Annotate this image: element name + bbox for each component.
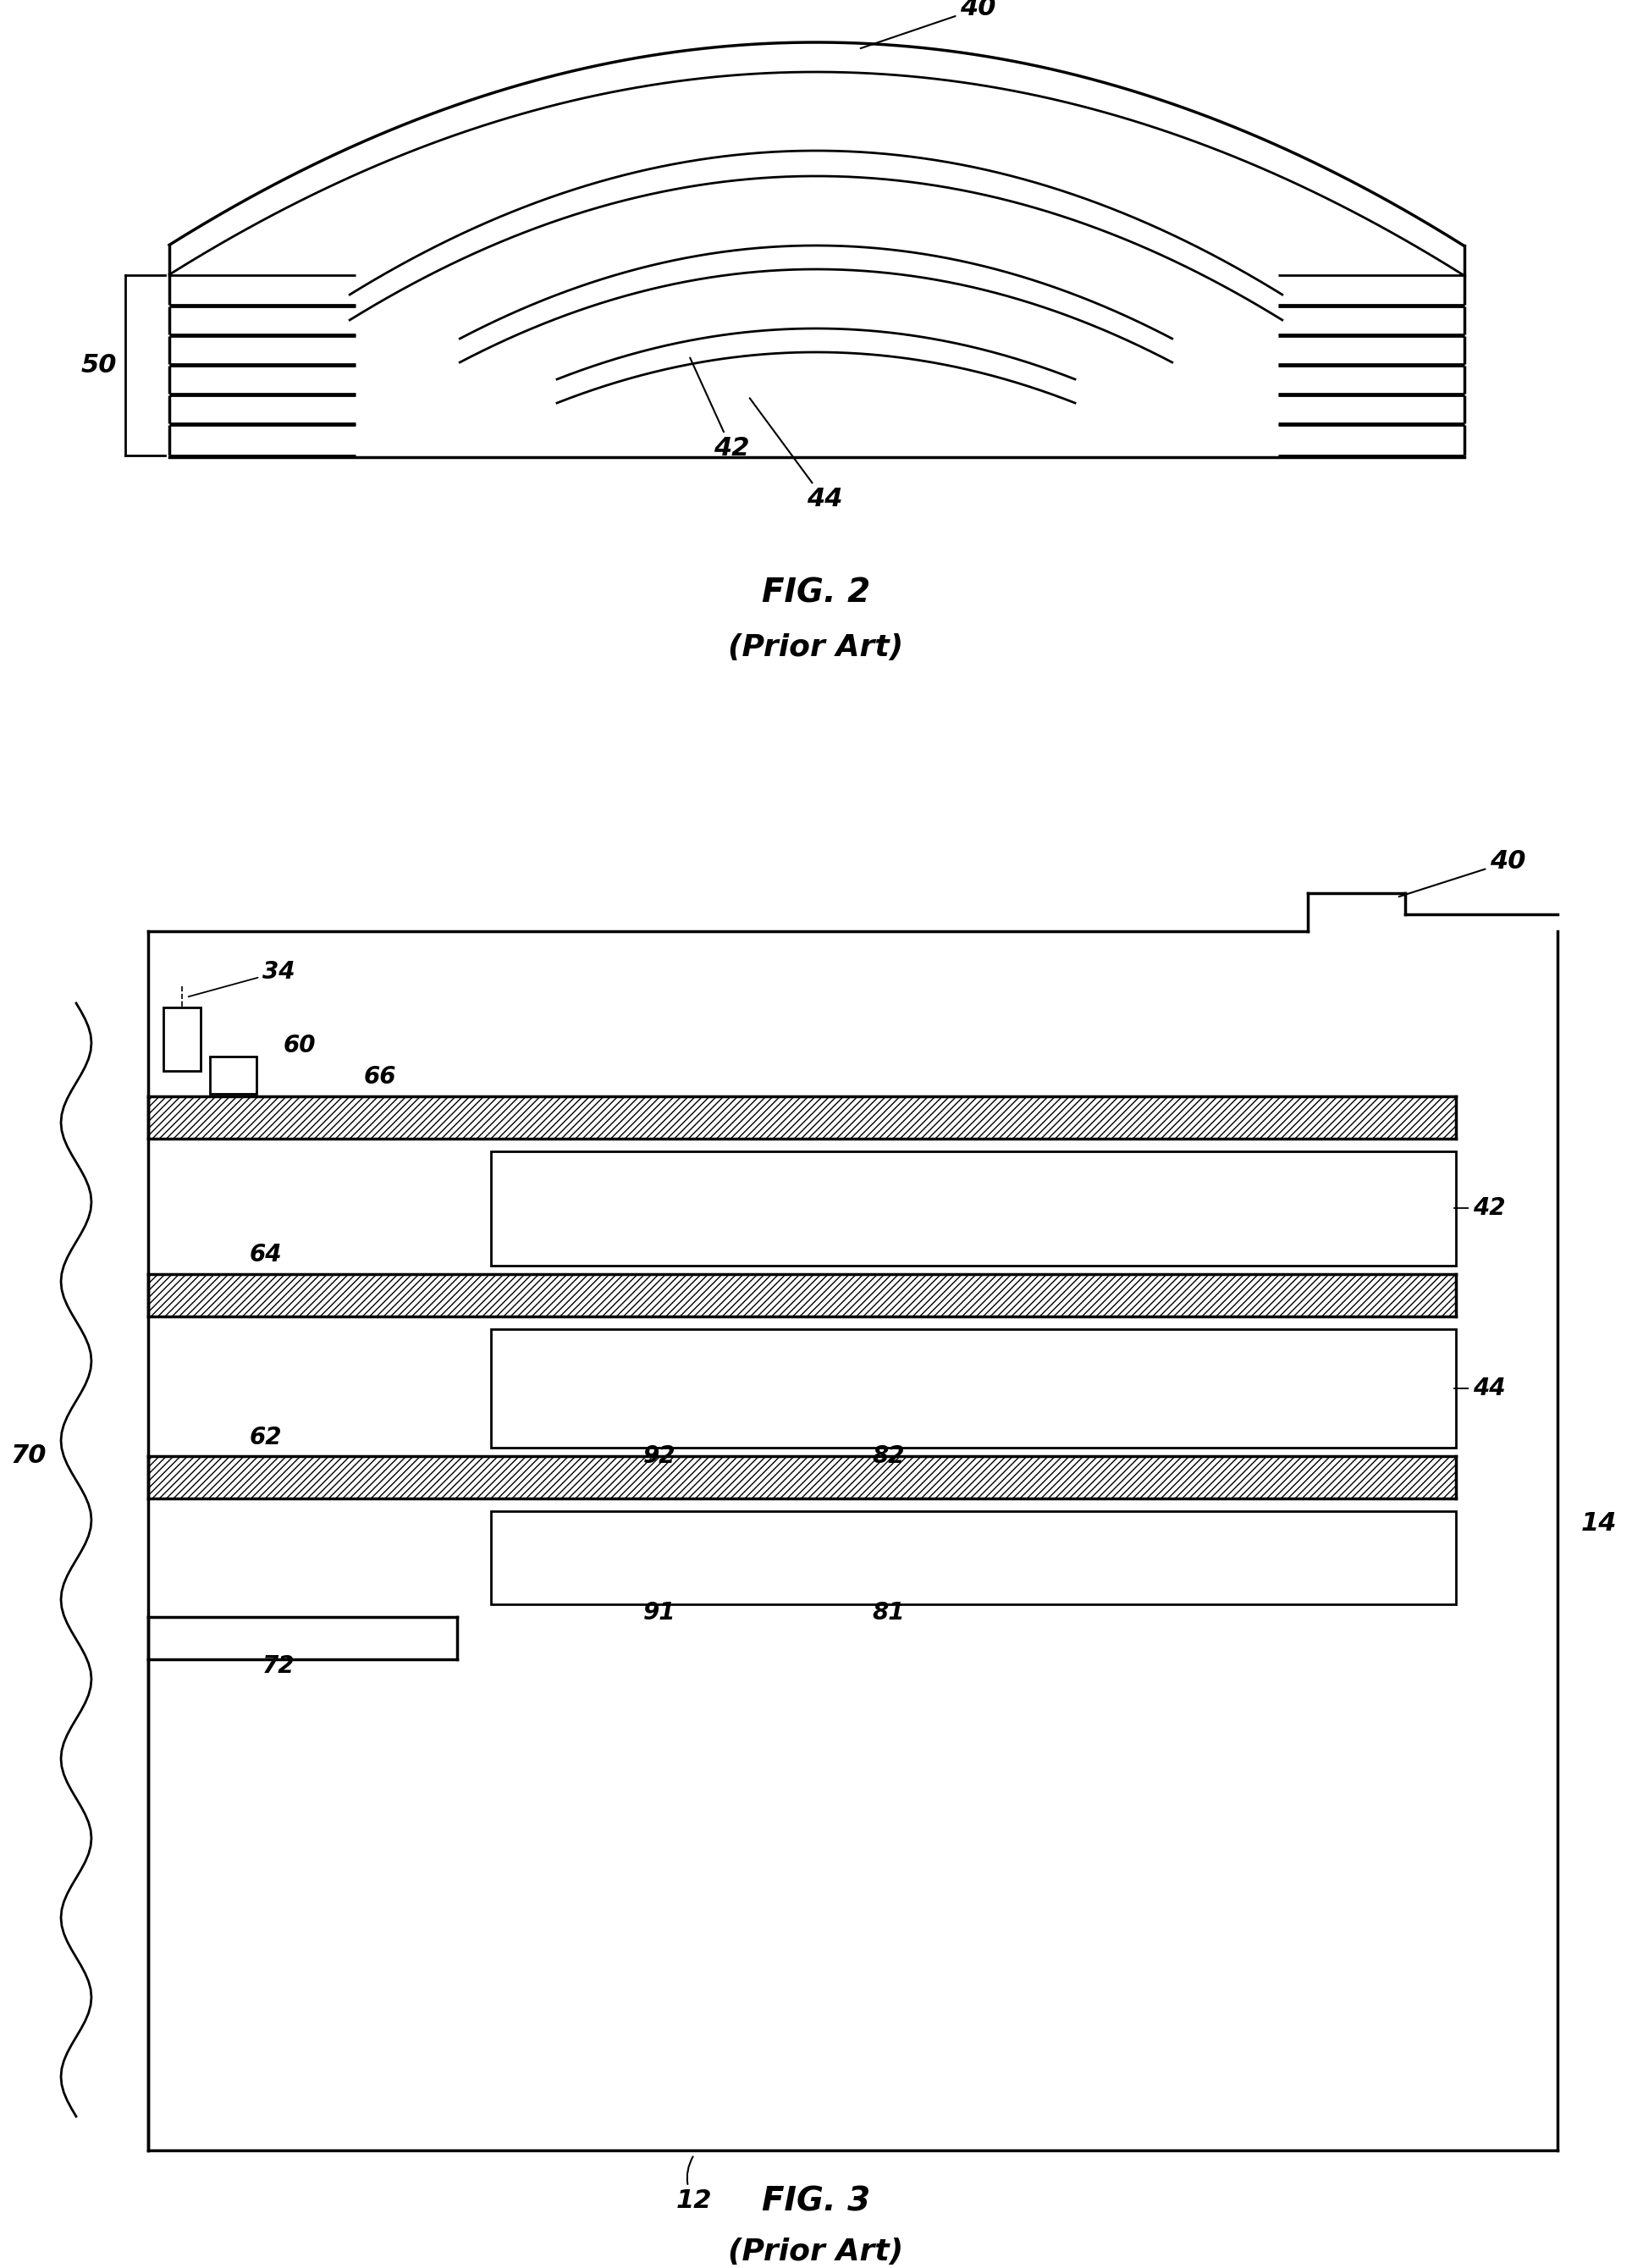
Bar	[491, 1510, 1456, 1603]
Bar	[163, 1007, 201, 1070]
Text: 40: 40	[1399, 850, 1526, 896]
Text: 40: 40	[860, 0, 996, 48]
Text: 70: 70	[10, 1445, 47, 1467]
Text: 12: 12	[676, 2157, 712, 2214]
Text: 42: 42	[1454, 1195, 1505, 1220]
Text: 44: 44	[749, 399, 842, 513]
Text: (Prior Art): (Prior Art)	[728, 633, 904, 662]
Text: 44: 44	[1454, 1377, 1505, 1399]
Text: FIG. 2: FIG. 2	[762, 576, 870, 608]
Text: 34: 34	[188, 959, 295, 996]
Bar	[149, 1275, 1456, 1315]
Bar	[491, 1329, 1456, 1447]
Bar	[491, 1152, 1456, 1266]
Text: 60: 60	[284, 1034, 317, 1057]
Bar	[149, 1095, 1456, 1139]
Text: 66: 66	[364, 1066, 397, 1089]
Text: 14: 14	[1581, 1510, 1617, 1535]
Bar	[211, 1057, 256, 1093]
Text: 92: 92	[643, 1445, 676, 1467]
Text: 62: 62	[250, 1427, 282, 1449]
Text: 81: 81	[871, 1601, 904, 1624]
Text: 42: 42	[690, 358, 749, 460]
Bar	[149, 1456, 1456, 1499]
Text: 50: 50	[82, 352, 118, 376]
Text: 82: 82	[871, 1445, 904, 1467]
Text: (Prior Art): (Prior Art)	[728, 2239, 904, 2266]
Text: 72: 72	[263, 1653, 295, 1678]
Text: 91: 91	[643, 1601, 676, 1624]
Text: FIG. 3: FIG. 3	[762, 2184, 870, 2218]
Text: 64: 64	[250, 1243, 282, 1266]
